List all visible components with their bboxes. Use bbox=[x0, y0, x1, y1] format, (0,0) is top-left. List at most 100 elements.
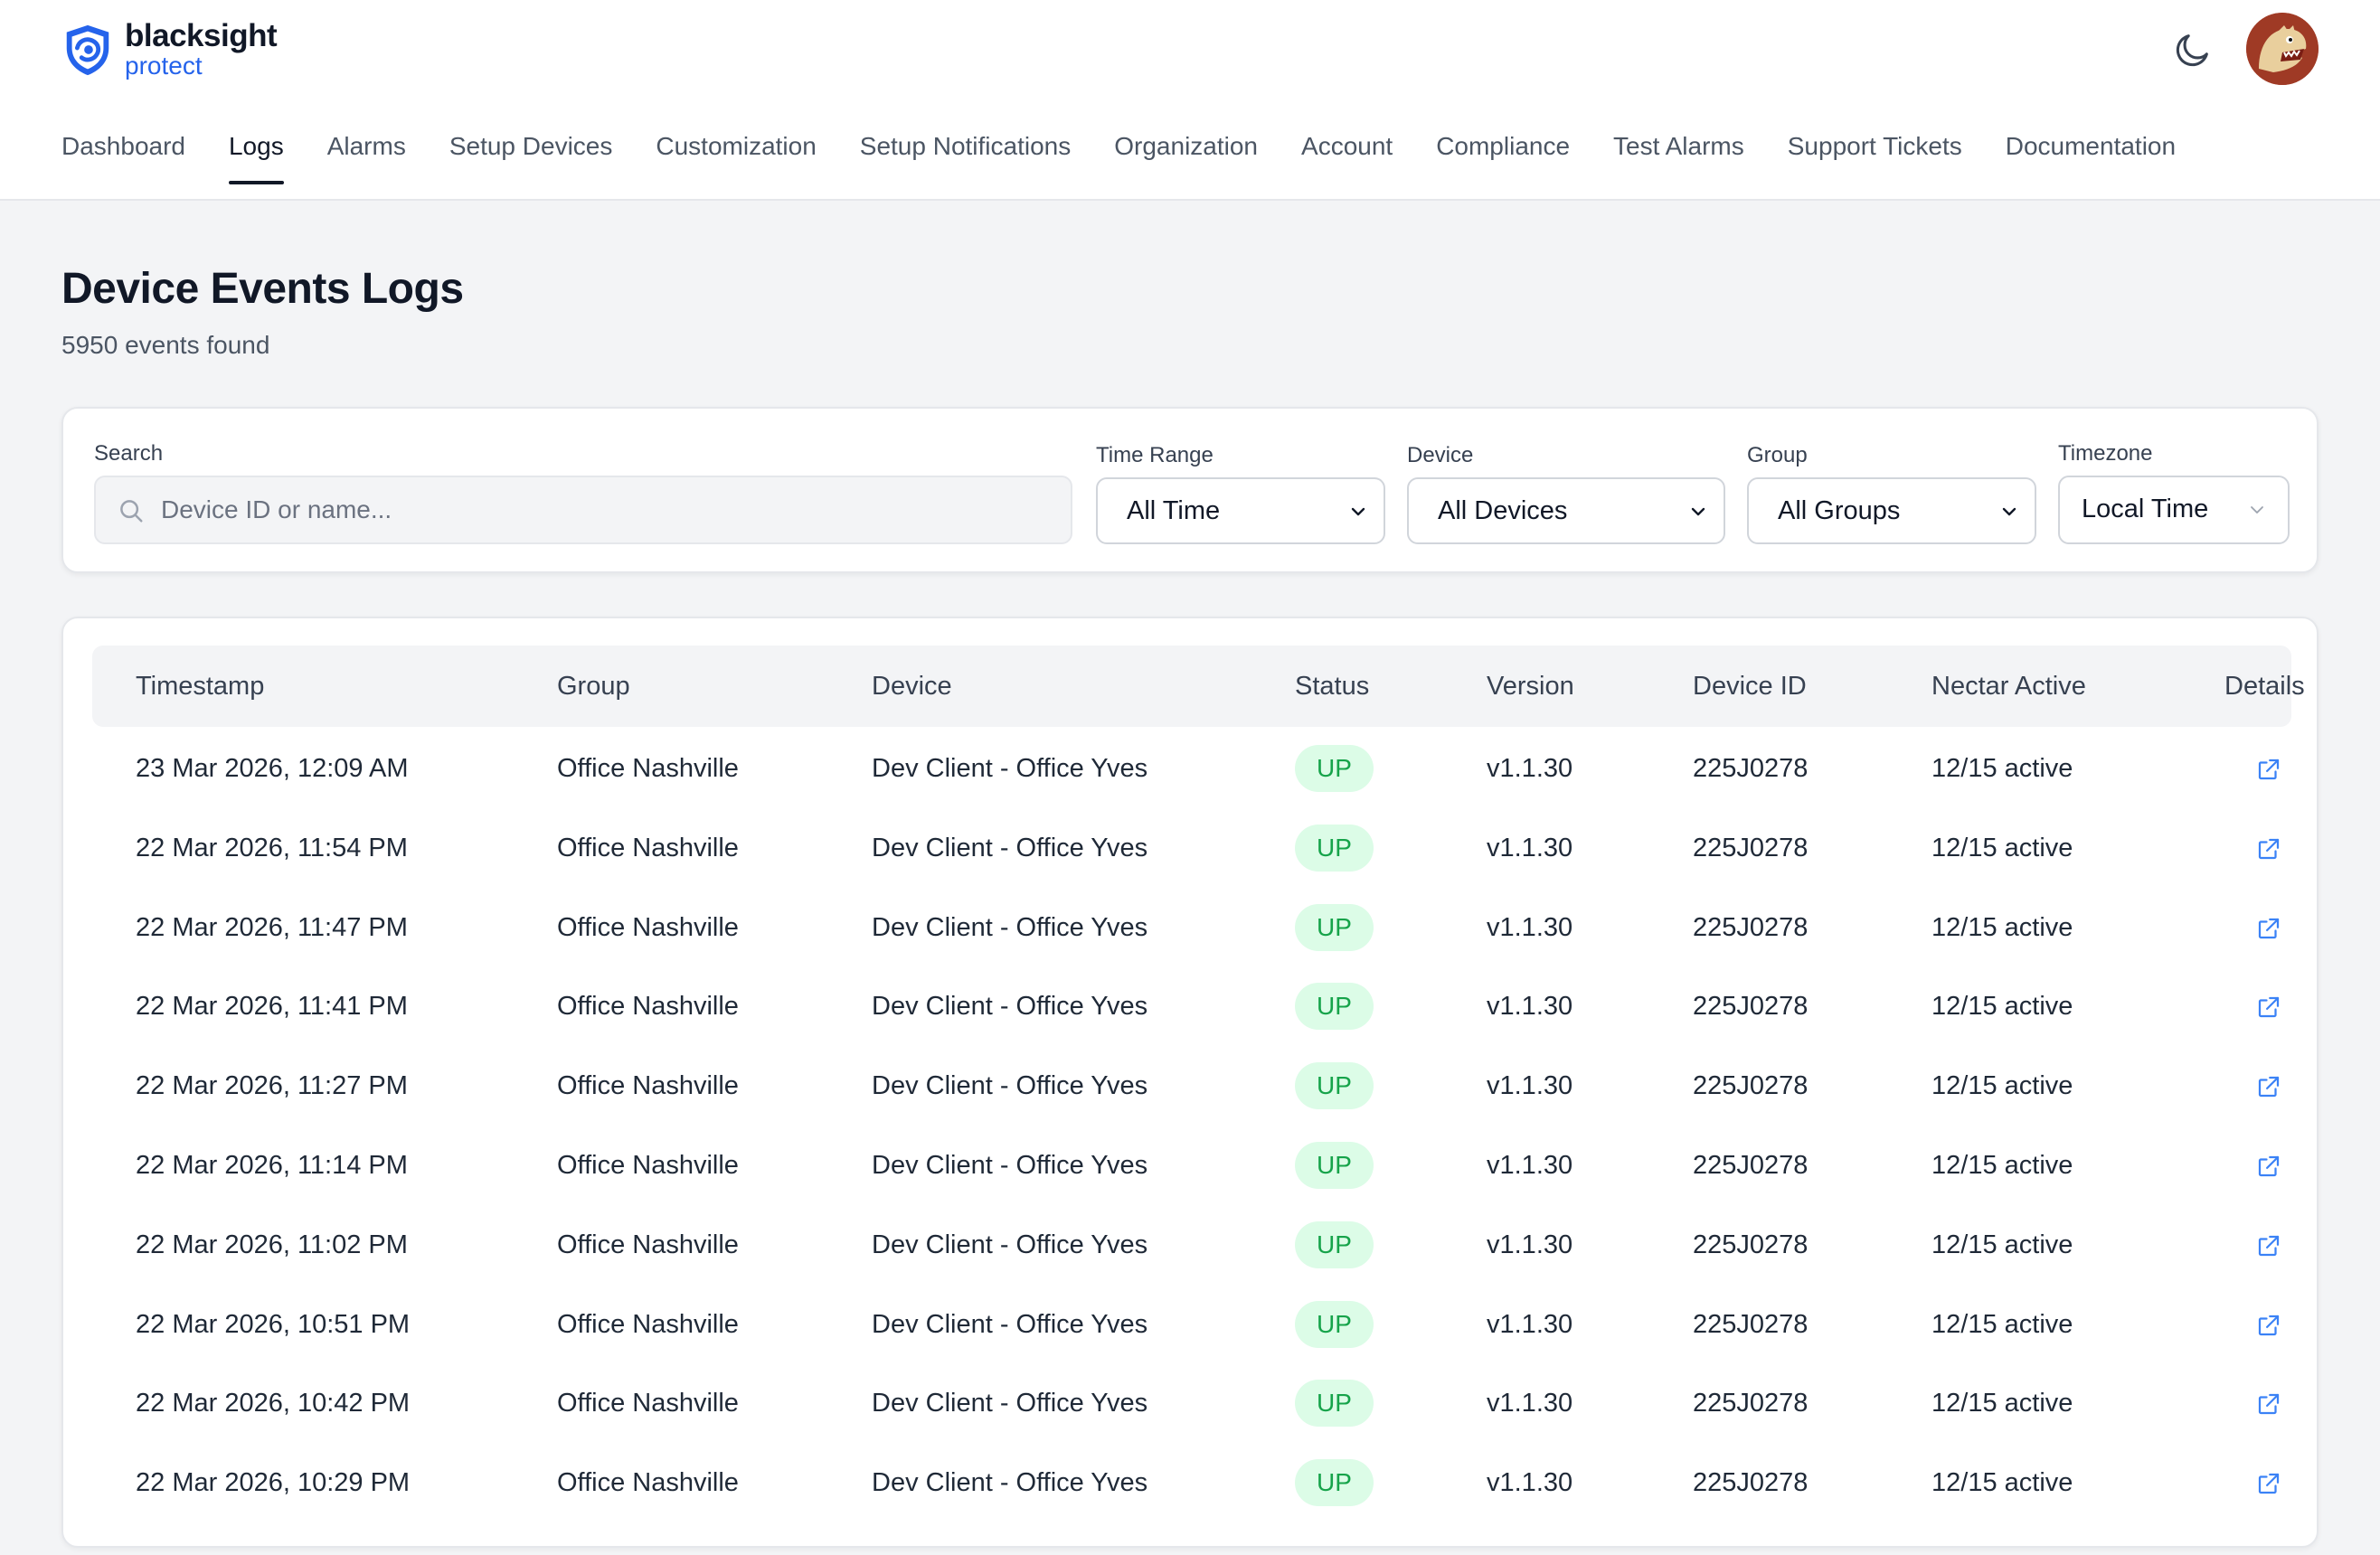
table-row[interactable]: 22 Mar 2026, 10:42 PM Office Nashville Dev… bbox=[92, 1363, 2291, 1443]
device-label: Device bbox=[1407, 443, 1474, 467]
chevron-down-icon bbox=[2002, 507, 2016, 516]
cell-device: Dev Client - Office Yves bbox=[872, 754, 1148, 783]
external-link-icon[interactable] bbox=[2255, 1232, 2282, 1259]
cell-device-id: 225J0278 bbox=[1693, 912, 1809, 942]
time-range-select[interactable]: All Time bbox=[1096, 477, 1385, 544]
external-link-icon[interactable] bbox=[2255, 756, 2282, 783]
status-badge: UP bbox=[1295, 1142, 1374, 1189]
table-row[interactable]: 22 Mar 2026, 11:54 PM Office Nashville Dev… bbox=[92, 808, 2291, 888]
status-badge: UP bbox=[1295, 1220, 1374, 1268]
external-link-icon[interactable] bbox=[2255, 1312, 2282, 1339]
cell-device-id: 225J0278 bbox=[1693, 1309, 1809, 1339]
cell-timestamp: 22 Mar 2026, 11:27 PM bbox=[136, 1071, 408, 1101]
cell-device: Dev Client - Office Yves bbox=[872, 833, 1148, 862]
cell-version: v1.1.30 bbox=[1487, 992, 1573, 1022]
external-link-icon[interactable] bbox=[2255, 1153, 2282, 1180]
time-range-value: All Time bbox=[1127, 496, 1221, 525]
table-row[interactable]: 22 Mar 2026, 11:14 PM Office Nashville Dev… bbox=[92, 1126, 2291, 1205]
cell-group: Office Nashville bbox=[557, 1389, 739, 1418]
nav-item-dashboard[interactable]: Dashboard bbox=[61, 132, 185, 160]
cell-group: Office Nashville bbox=[557, 1309, 739, 1339]
cell-group: Office Nashville bbox=[557, 754, 739, 783]
cell-device: Dev Client - Office Yves bbox=[872, 912, 1148, 942]
table-row[interactable]: 22 Mar 2026, 11:02 PM Office Nashville Dev… bbox=[92, 1205, 2291, 1285]
table-row[interactable]: 22 Mar 2026, 10:51 PM Office Nashville Dev… bbox=[92, 1285, 2291, 1364]
cell-group: Office Nashville bbox=[557, 1151, 739, 1180]
group-select[interactable]: All Groups bbox=[1747, 477, 2036, 544]
chevron-down-icon bbox=[1351, 507, 1365, 516]
cell-version: v1.1.30 bbox=[1487, 754, 1573, 783]
external-link-icon[interactable] bbox=[2255, 994, 2282, 1021]
brand-logo[interactable]: blacksight protect bbox=[60, 18, 278, 79]
status-badge: UP bbox=[1295, 903, 1374, 951]
cell-group: Office Nashville bbox=[557, 912, 739, 942]
cell-group: Office Nashville bbox=[557, 1071, 739, 1101]
device-select[interactable]: All Devices bbox=[1407, 477, 1725, 544]
nav-item-alarms[interactable]: Alarms bbox=[326, 132, 406, 160]
nav-item-account[interactable]: Account bbox=[1301, 132, 1393, 160]
cell-nectar: 12/15 active bbox=[1931, 1309, 2073, 1339]
status-badge: UP bbox=[1295, 824, 1374, 872]
table-row[interactable]: 22 Mar 2026, 11:47 PM Office Nashville Dev… bbox=[92, 888, 2291, 967]
cell-timestamp: 22 Mar 2026, 10:51 PM bbox=[136, 1309, 411, 1339]
column-header-nectar-active: Nectar Active bbox=[1931, 672, 2086, 701]
search-input[interactable] bbox=[161, 477, 1056, 542]
time-range-label: Time Range bbox=[1096, 443, 1214, 467]
table-row[interactable]: 22 Mar 2026, 11:27 PM Office Nashville Dev… bbox=[92, 1046, 2291, 1126]
cell-timestamp: 22 Mar 2026, 11:47 PM bbox=[136, 912, 408, 942]
cell-timestamp: 22 Mar 2026, 11:54 PM bbox=[136, 833, 408, 862]
external-link-icon[interactable] bbox=[2255, 915, 2282, 942]
cell-nectar: 12/15 active bbox=[1931, 1468, 2073, 1498]
cell-device: Dev Client - Office Yves bbox=[872, 1389, 1148, 1418]
timezone-select[interactable]: Local Time bbox=[2058, 476, 2290, 544]
cell-nectar: 12/15 active bbox=[1931, 912, 2073, 942]
cell-nectar: 12/15 active bbox=[1931, 1230, 2073, 1259]
main-nav: Dashboard Logs Alarms Setup Devices Customiz… bbox=[61, 132, 2219, 186]
nav-item-organization[interactable]: Organization bbox=[1114, 132, 1259, 160]
column-header-timestamp: Timestamp bbox=[136, 672, 265, 701]
table-header: Timestamp Group Device Status Version Device … bbox=[92, 646, 2305, 727]
nav-item-compliance[interactable]: Compliance bbox=[1436, 132, 1571, 160]
cell-version: v1.1.30 bbox=[1487, 1071, 1573, 1101]
theme-toggle-button[interactable] bbox=[2172, 29, 2214, 71]
status-badge: UP bbox=[1295, 983, 1374, 1031]
events-count: 5950 events found bbox=[61, 331, 270, 359]
status-badge: UP bbox=[1295, 1459, 1374, 1507]
cell-device-id: 225J0278 bbox=[1693, 1230, 1809, 1259]
table-row[interactable]: 23 Mar 2026, 12:09 AM Office Nashville Dev… bbox=[92, 729, 2291, 808]
nav-item-logs[interactable]: Logs bbox=[228, 132, 284, 184]
nav-item-documentation[interactable]: Documentation bbox=[2005, 132, 2177, 160]
external-link-icon[interactable] bbox=[2255, 1073, 2282, 1100]
cell-version: v1.1.30 bbox=[1487, 1151, 1573, 1180]
nav-item-support-tickets[interactable]: Support Tickets bbox=[1787, 132, 1962, 160]
cell-version: v1.1.30 bbox=[1487, 1309, 1573, 1339]
user-avatar[interactable] bbox=[2246, 13, 2319, 85]
cell-device: Dev Client - Office Yves bbox=[872, 1309, 1148, 1339]
search-field[interactable] bbox=[94, 476, 1072, 544]
chevron-down-icon bbox=[1691, 507, 1705, 516]
cell-device: Dev Client - Office Yves bbox=[872, 1071, 1148, 1101]
nav-item-setup-notifications[interactable]: Setup Notifications bbox=[859, 132, 1072, 160]
column-header-device-id: Device ID bbox=[1693, 672, 1807, 701]
nav-item-test-alarms[interactable]: Test Alarms bbox=[1613, 132, 1744, 160]
dinosaur-avatar-icon bbox=[2246, 13, 2319, 85]
table-row[interactable]: 22 Mar 2026, 10:29 PM Office Nashville Dev… bbox=[92, 1443, 2291, 1522]
external-link-icon[interactable] bbox=[2255, 1470, 2282, 1497]
cell-timestamp: 22 Mar 2026, 11:02 PM bbox=[136, 1230, 408, 1259]
brand-name: blacksight bbox=[125, 18, 278, 53]
cell-version: v1.1.30 bbox=[1487, 1230, 1573, 1259]
cell-nectar: 12/15 active bbox=[1931, 1151, 2073, 1180]
nav-item-setup-devices[interactable]: Setup Devices bbox=[449, 132, 613, 160]
cell-device-id: 225J0278 bbox=[1693, 754, 1809, 783]
external-link-icon[interactable] bbox=[2255, 835, 2282, 862]
external-link-icon[interactable] bbox=[2255, 1390, 2282, 1418]
cell-group: Office Nashville bbox=[557, 1468, 739, 1498]
nav-item-customization[interactable]: Customization bbox=[656, 132, 817, 160]
cell-version: v1.1.30 bbox=[1487, 833, 1573, 862]
cell-device-id: 225J0278 bbox=[1693, 1071, 1809, 1101]
shield-logo-icon bbox=[66, 24, 109, 75]
column-header-version: Version bbox=[1487, 672, 1574, 701]
group-value: All Groups bbox=[1778, 496, 1901, 525]
table-row[interactable]: 22 Mar 2026, 11:41 PM Office Nashville Dev… bbox=[92, 966, 2291, 1046]
cell-nectar: 12/15 active bbox=[1931, 833, 2073, 862]
